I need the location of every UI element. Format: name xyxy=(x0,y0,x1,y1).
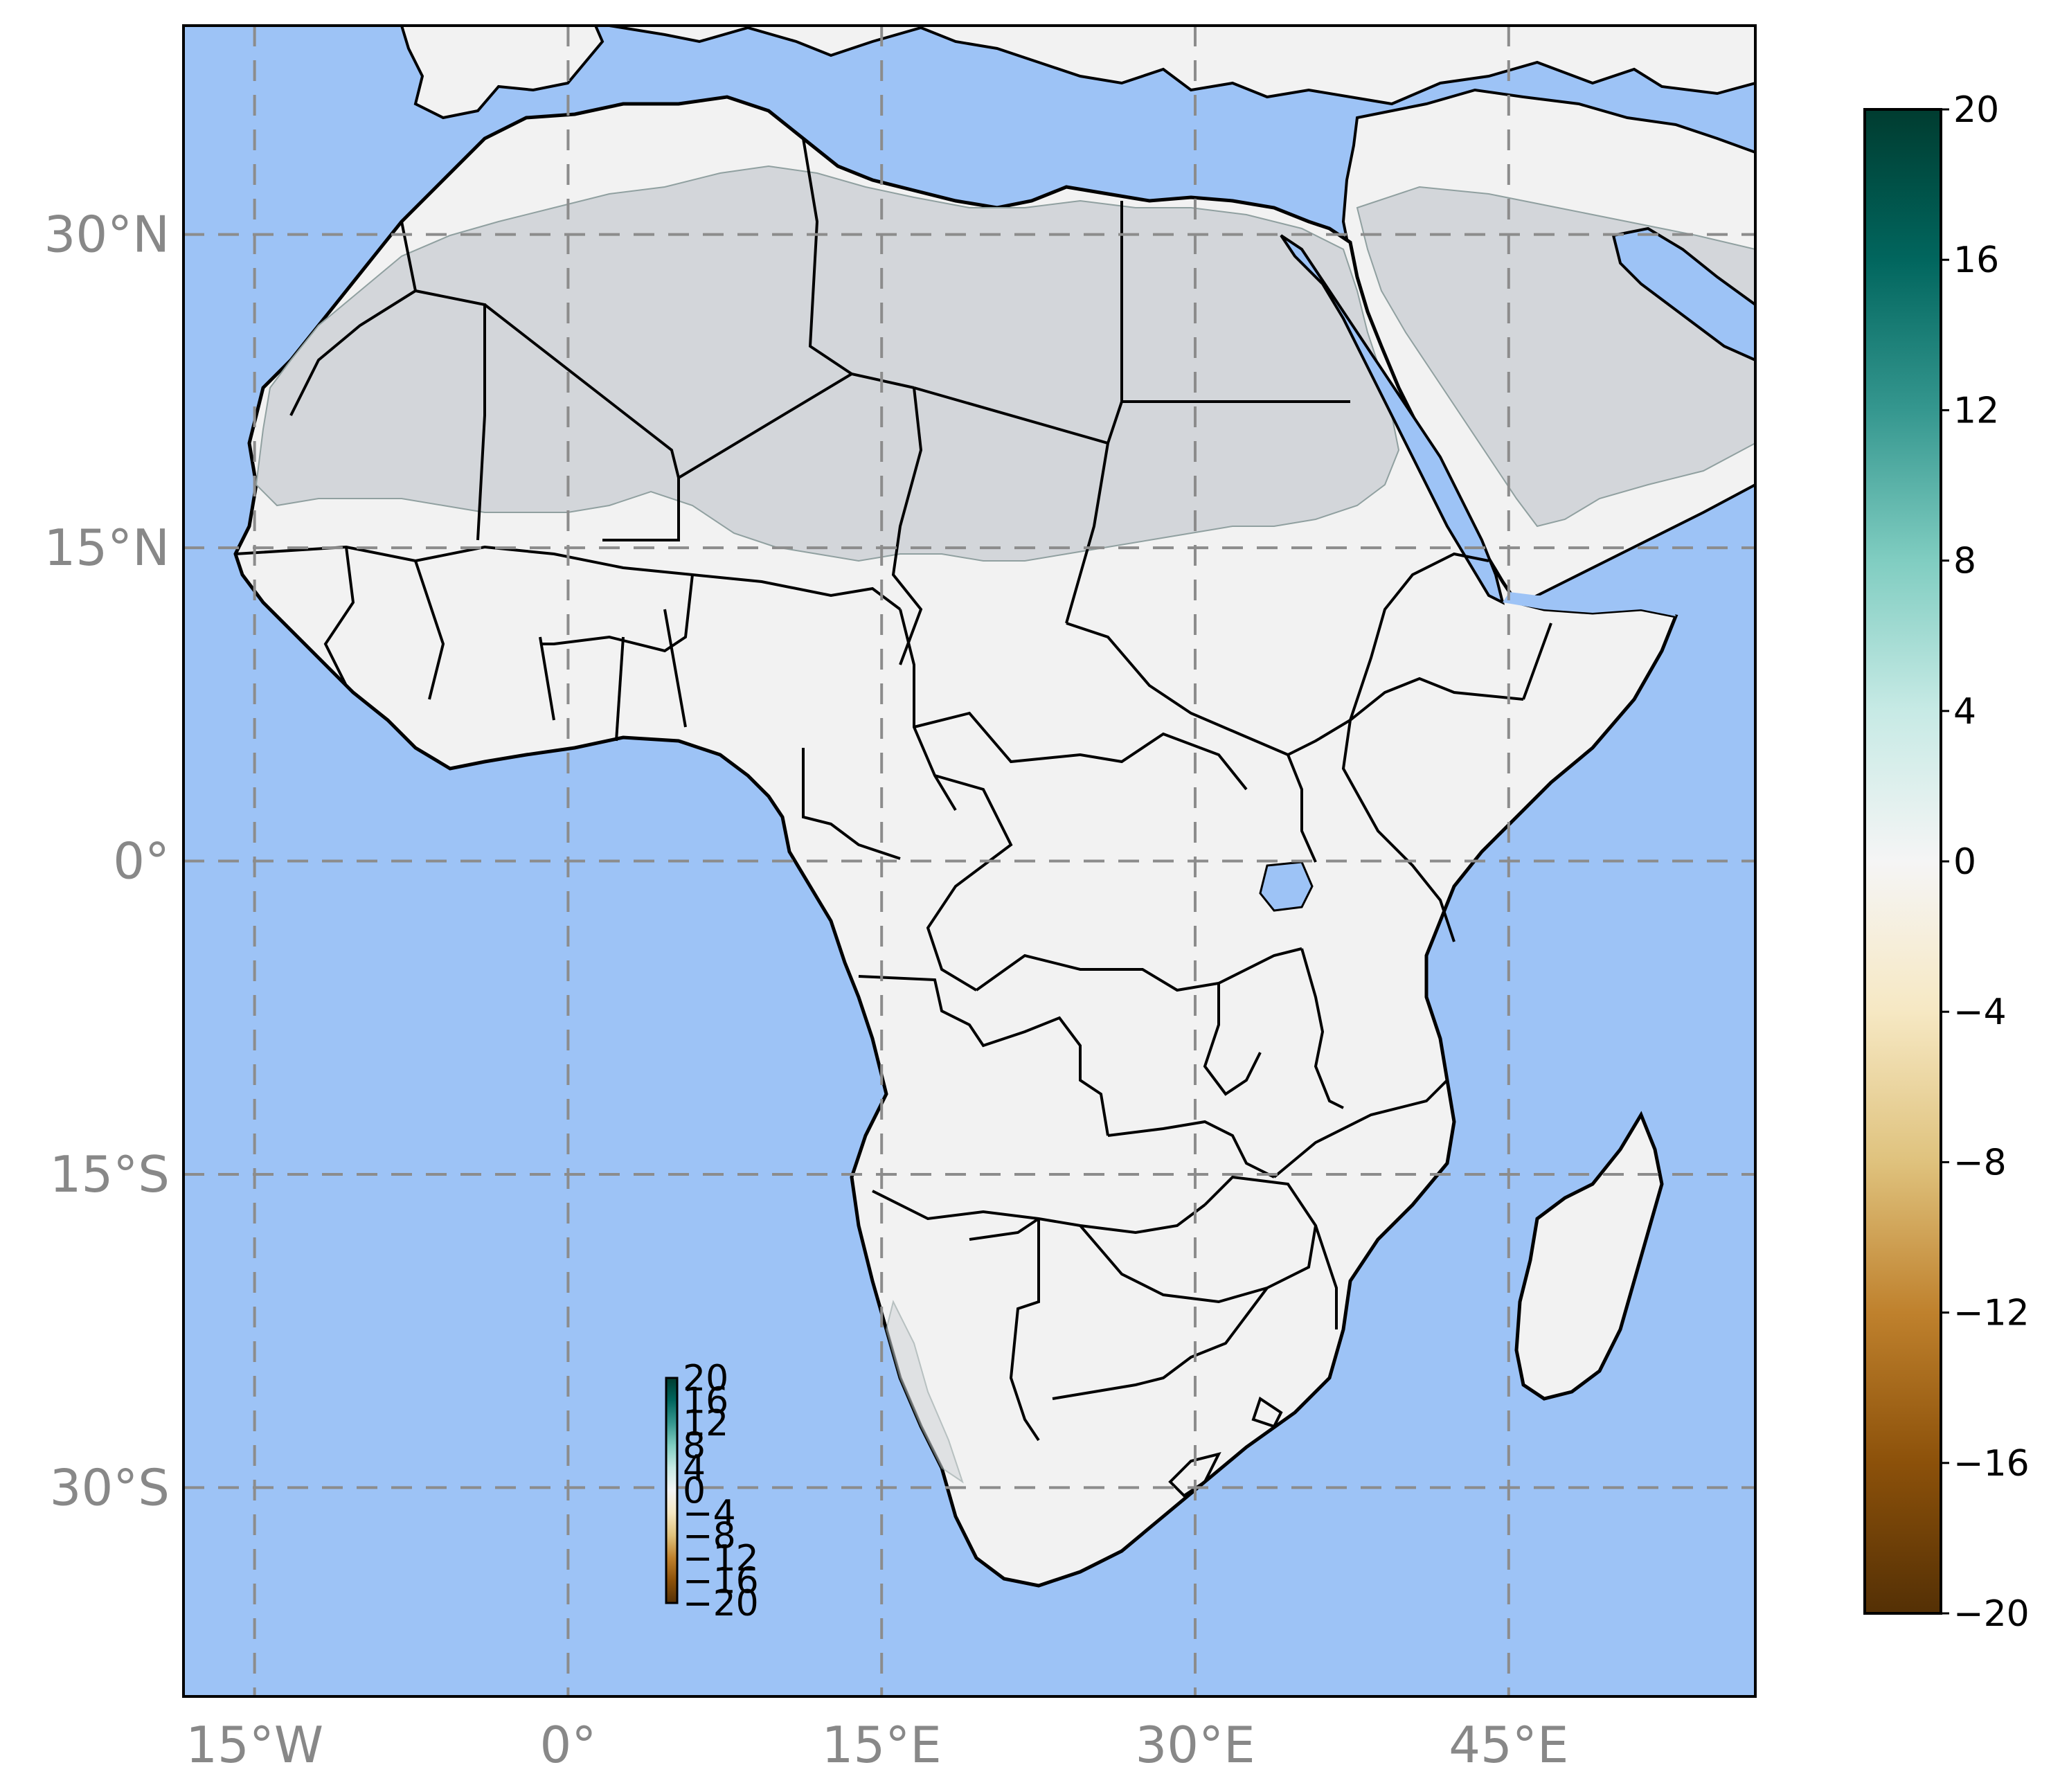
colorbar-tick-label: 0 xyxy=(1953,841,1976,883)
y-tick-label: 15°S xyxy=(50,1145,170,1203)
y-tick-label: 0° xyxy=(113,832,170,890)
mini-colorbar-tick-label: 16 xyxy=(683,1381,728,1422)
colorbar-tick-label: 8 xyxy=(1953,541,1976,582)
map-content xyxy=(183,26,1755,1696)
colorbar-tick-label: −16 xyxy=(1953,1443,2030,1485)
colorbar-tick-label: −8 xyxy=(1953,1142,2007,1183)
colorbar-tick-label: 4 xyxy=(1953,691,1976,733)
persian-gulf xyxy=(1611,226,1755,362)
mini-colorbar-tick-label: −8 xyxy=(683,1516,736,1557)
mini-colorbar-tick-label: −16 xyxy=(683,1561,759,1602)
x-tick-label: 15°W xyxy=(186,1716,323,1774)
mini-colorbar-tick-label: −12 xyxy=(683,1538,759,1579)
map-frame xyxy=(182,24,1757,1698)
country-borders xyxy=(235,138,1552,1498)
mini-colorbar-bar xyxy=(665,1377,679,1604)
colorbar-tick-label: 12 xyxy=(1953,390,1999,431)
x-tick-label: 45°E xyxy=(1449,1716,1568,1774)
europe-land xyxy=(400,26,604,120)
mini-colorbar-tick-label: −4 xyxy=(683,1493,736,1534)
mini-colorbar-tick-label: 20 xyxy=(683,1358,728,1399)
kalahari-arid-region xyxy=(885,1300,964,1484)
red-sea xyxy=(1280,234,1505,605)
mini-colorbar-tick-label: 12 xyxy=(683,1403,728,1444)
europe-land-east xyxy=(609,26,1755,106)
colorbar: 20 16 12 8 4 0 −4 −8 −12 −16 −20 xyxy=(1863,89,2030,1635)
colorbar-tick-label: 20 xyxy=(1953,89,1999,131)
mini-colorbar-tick-label: −20 xyxy=(683,1583,759,1624)
y-tick-label: 30°N xyxy=(44,206,170,264)
mini-colorbar-tick-label: 8 xyxy=(683,1426,706,1467)
x-tick-labels: 15°W 0° 15°E 30°E 45°E xyxy=(186,1716,1568,1774)
colorbar-tick-label: −4 xyxy=(1953,992,2007,1033)
colorbar-tick-label: 16 xyxy=(1953,240,1999,281)
y-tick-labels: 30°N 15°N 0° 15°S 30°S xyxy=(44,206,170,1517)
graticule xyxy=(183,26,1755,1696)
colorbar-bar xyxy=(1863,108,1942,1615)
mini-colorbar-tick-label: 0 xyxy=(683,1471,706,1512)
y-tick-label: 15°N xyxy=(44,519,170,577)
x-tick-label: 15°E xyxy=(822,1716,942,1774)
sahara-arid-region xyxy=(255,165,1400,562)
colorbar-tick-label: −20 xyxy=(1953,1593,2030,1635)
y-tick-label: 30°S xyxy=(50,1458,170,1516)
gulf-of-aden xyxy=(1503,589,1676,616)
colorbar-tick-label: −12 xyxy=(1953,1293,2030,1334)
x-tick-label: 30°E xyxy=(1135,1716,1255,1774)
madagascar-land xyxy=(1514,1111,1664,1401)
colorbar-ticks: 20 16 12 8 4 0 −4 −8 −12 −16 −20 xyxy=(1941,89,2030,1635)
x-tick-label: 0° xyxy=(540,1716,597,1774)
lake-victoria xyxy=(1259,861,1314,912)
mini-colorbar-tick-label: 4 xyxy=(683,1448,706,1489)
